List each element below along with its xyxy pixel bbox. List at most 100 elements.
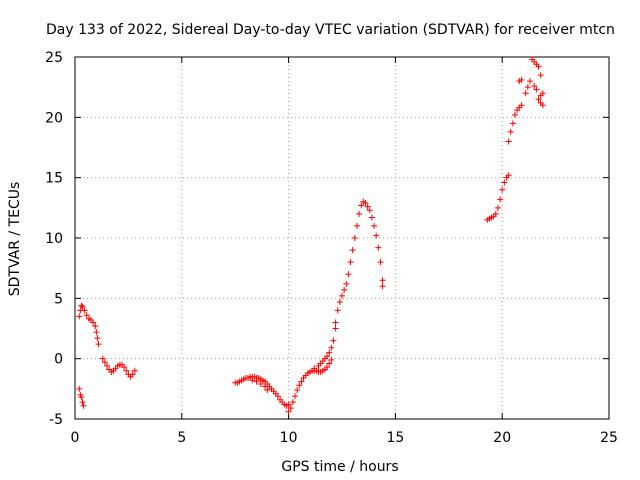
data-point [123, 367, 130, 374]
y-tick-label: 0 [54, 352, 63, 368]
data-point [78, 394, 85, 401]
grid-lines [75, 57, 609, 419]
data-point [336, 298, 343, 305]
data-point [332, 325, 339, 332]
data-point [334, 307, 341, 314]
data-point [294, 387, 301, 394]
data-point [537, 72, 544, 79]
y-tick-label: 20 [45, 110, 63, 126]
data-point [505, 172, 512, 179]
x-tick-label: 15 [386, 430, 404, 446]
x-tick-label: 10 [280, 430, 298, 446]
data-point [353, 222, 360, 229]
data-point [507, 128, 514, 135]
data-point [101, 359, 108, 366]
data-point [358, 202, 365, 209]
data-point [539, 102, 546, 109]
data-point [298, 378, 305, 385]
x-tick-label: 0 [71, 430, 80, 446]
data-point [537, 92, 544, 99]
x-tick-label: 25 [600, 430, 618, 446]
data-point [373, 232, 380, 239]
data-point [104, 362, 111, 369]
data-point [76, 385, 83, 392]
y-tick-label: 25 [45, 50, 63, 66]
data-point [512, 111, 519, 118]
data-point [324, 353, 331, 360]
data-point [289, 399, 296, 406]
data-points [76, 56, 546, 415]
y-tick-label: 10 [45, 231, 63, 247]
data-point [375, 244, 382, 251]
data-point [377, 259, 384, 266]
axis-ticks: 0 5 10 15 20 25 -5 0 5 10 15 20 25 [45, 50, 618, 446]
data-point [78, 302, 85, 309]
data-point [81, 307, 88, 314]
data-point [285, 408, 292, 415]
y-tick-label: 5 [54, 291, 63, 307]
x-tick-label: 20 [493, 430, 511, 446]
data-point [328, 344, 335, 351]
data-point [379, 277, 386, 284]
data-point [79, 303, 86, 310]
data-point [364, 203, 371, 210]
data-point [533, 86, 540, 93]
data-point [311, 365, 318, 372]
data-point [497, 196, 504, 203]
data-point [80, 402, 87, 409]
x-tick-label: 5 [177, 430, 186, 446]
data-point [93, 329, 100, 336]
data-point [99, 355, 106, 362]
data-point [262, 383, 269, 390]
data-point [326, 349, 333, 356]
data-point [379, 283, 386, 290]
data-point [494, 204, 501, 211]
data-point [356, 210, 363, 217]
data-point [509, 120, 516, 127]
data-point [499, 186, 506, 193]
data-point [296, 382, 303, 389]
data-point [371, 222, 378, 229]
data-point [366, 207, 373, 214]
data-point [351, 235, 358, 241]
data-point [341, 286, 348, 293]
data-point [249, 377, 256, 384]
data-point [524, 84, 531, 91]
data-point [95, 341, 102, 348]
data-point [501, 179, 508, 186]
data-point [492, 210, 499, 217]
data-point [264, 387, 271, 394]
data-point [368, 214, 375, 221]
data-point [131, 367, 138, 374]
data-point [518, 76, 525, 83]
data-point [121, 364, 128, 371]
data-point [326, 360, 333, 367]
data-point [535, 96, 542, 103]
y-tick-label: 15 [45, 171, 63, 187]
data-point [518, 102, 525, 109]
data-point [287, 405, 294, 412]
data-point [362, 200, 369, 207]
data-point [92, 323, 99, 330]
data-point [90, 319, 97, 326]
data-point [292, 393, 299, 400]
data-point [332, 319, 339, 326]
data-point [257, 381, 264, 388]
data-point [253, 378, 260, 385]
y-axis-label: SDTVAR / TECUs [7, 182, 23, 297]
data-point [526, 78, 533, 85]
data-point [535, 63, 542, 70]
data-point [274, 393, 281, 400]
data-point [347, 259, 354, 266]
data-point [328, 356, 335, 363]
data-point [76, 313, 83, 320]
data-point [79, 399, 86, 406]
data-point [129, 371, 136, 378]
y-tick-label: -5 [49, 412, 63, 428]
data-point [324, 364, 331, 371]
data-point [345, 271, 352, 278]
chart-title: Day 133 of 2022, Sidereal Day-to-day VTE… [46, 22, 615, 38]
data-point [343, 280, 350, 287]
data-point [285, 401, 292, 408]
